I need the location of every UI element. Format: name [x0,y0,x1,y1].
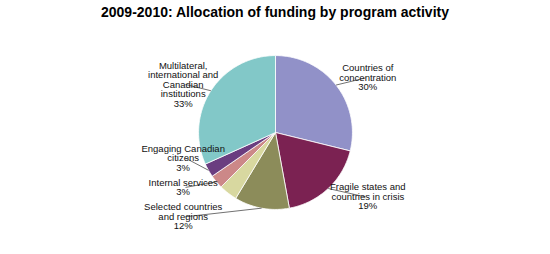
svg-text:Multilateral,international and: Multilateral,international andCanadianin… [148,60,218,109]
svg-text:Countries ofconcentration30%: Countries ofconcentration30% [339,62,396,92]
svg-text:Selected countriesand regions1: Selected countriesand regions12% [144,201,222,231]
html-text:2009-2010: Allocation of fundi: 2009-2010: Allocation of funding by prog… [101,4,449,20]
svg-text:Internal services3%: Internal services3% [149,177,218,198]
svg-text:Engaging Canadiancitizens3%: Engaging Canadiancitizens3% [141,143,224,173]
svg-text:Fragile states andcountries in: Fragile states andcountries in crisis19% [330,181,406,211]
